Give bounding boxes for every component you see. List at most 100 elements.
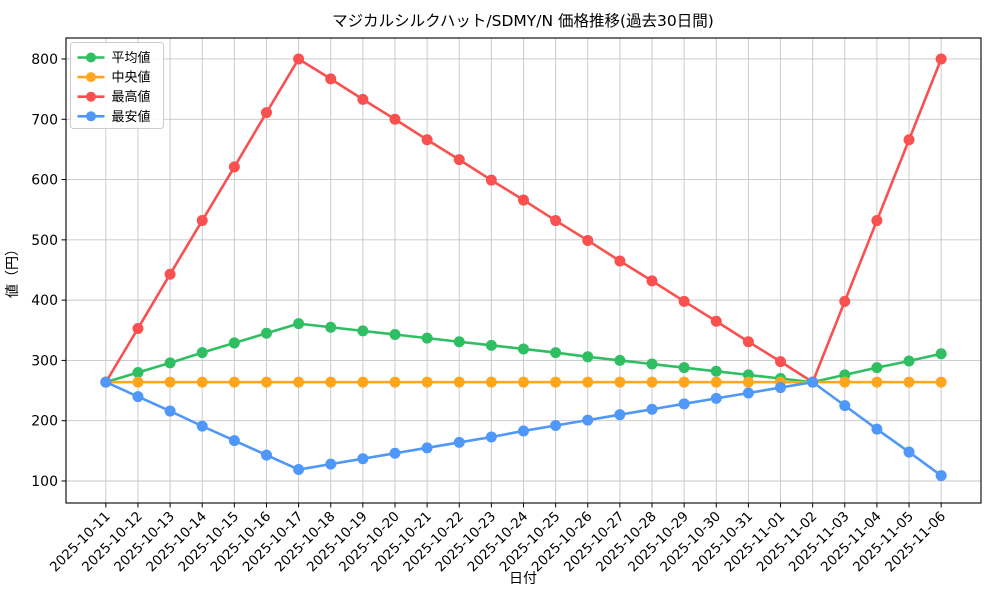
y-tick-label: 500 [31, 233, 58, 249]
data-point-lowest [807, 376, 819, 388]
data-point-lowest [293, 464, 305, 476]
data-point-highest [453, 154, 465, 166]
data-point-median [228, 376, 240, 388]
data-point-highest [421, 134, 433, 146]
data-point-median [196, 376, 208, 388]
data-point-highest [260, 107, 272, 119]
data-point-lowest [742, 387, 754, 399]
data-point-median [293, 376, 305, 388]
data-point-median [389, 376, 401, 388]
y-tick-label: 300 [31, 353, 58, 369]
data-point-highest [839, 295, 851, 307]
data-point-highest [485, 174, 497, 186]
data-point-highest [871, 215, 883, 227]
data-point-highest [132, 322, 144, 334]
data-point-highest [389, 113, 401, 125]
data-point-median [453, 376, 465, 388]
data-point-highest [742, 336, 754, 348]
legend-label-average: 平均値 [112, 50, 151, 66]
data-point-highest [293, 53, 305, 65]
data-point-average [196, 347, 208, 359]
data-point-highest [518, 194, 529, 206]
data-point-average [421, 332, 433, 344]
data-point-lowest [935, 470, 947, 482]
legend-label-median: 中央値 [112, 70, 151, 86]
data-point-lowest [260, 449, 272, 461]
data-point-average [260, 327, 272, 339]
y-tick-label: 100 [31, 474, 58, 490]
data-point-median [742, 376, 754, 388]
data-point-average [389, 328, 401, 340]
data-point-highest [646, 275, 658, 287]
data-point-highest [678, 295, 690, 307]
data-point-median [646, 376, 658, 388]
chart-title: マジカルシルクハット/SDMY/N 価格推移(過去30日間) [332, 12, 714, 30]
data-point-lowest [903, 446, 915, 458]
data-point-median [582, 376, 594, 388]
data-point-lowest [871, 423, 883, 435]
data-point-lowest [710, 392, 722, 404]
data-point-lowest [453, 436, 465, 448]
legend-label-highest: 最高値 [112, 89, 151, 105]
data-point-average [228, 337, 240, 349]
legend-box [70, 42, 164, 129]
data-point-lowest [646, 403, 658, 415]
data-point-median [485, 376, 497, 388]
data-point-average [646, 358, 658, 370]
data-point-lowest [132, 391, 144, 403]
data-point-median [903, 376, 915, 388]
data-point-highest [357, 93, 369, 105]
data-point-lowest [485, 431, 497, 443]
data-point-average [903, 355, 915, 367]
y-tick-label: 600 [31, 173, 58, 189]
chart-series [100, 53, 947, 482]
data-point-median [871, 376, 883, 388]
legend-marker-median [86, 72, 96, 83]
data-point-lowest [775, 382, 787, 394]
data-point-median [678, 376, 690, 388]
legend-marker-highest [86, 91, 96, 102]
data-point-highest [903, 134, 915, 146]
data-point-average [485, 339, 497, 351]
data-point-median [710, 376, 722, 388]
data-point-lowest [518, 425, 529, 437]
y-tick-label: 700 [31, 112, 58, 128]
data-point-average [582, 351, 594, 363]
data-point-highest [614, 255, 626, 267]
data-point-average [678, 362, 690, 374]
data-point-average [132, 366, 144, 378]
y-tick-label: 800 [31, 52, 58, 68]
x-axis-label: 日付 [509, 571, 537, 587]
data-point-average [871, 362, 883, 374]
data-point-lowest [582, 414, 594, 426]
data-point-lowest [678, 398, 690, 410]
data-point-lowest [550, 420, 562, 432]
data-point-median [935, 376, 947, 388]
data-point-average [453, 336, 465, 348]
data-point-highest [228, 161, 240, 173]
data-point-highest [935, 53, 947, 65]
data-point-median [839, 376, 851, 388]
data-point-median [421, 376, 433, 388]
data-point-median [164, 376, 176, 388]
data-point-median [132, 376, 144, 388]
y-tick-label: 200 [31, 414, 58, 430]
data-point-average [357, 325, 369, 337]
data-point-average [293, 318, 305, 330]
data-point-median [325, 376, 337, 388]
data-point-highest [164, 268, 176, 280]
data-point-median [614, 376, 626, 388]
y-axis-label: 値（円） [5, 242, 21, 298]
legend-label-lowest: 最安値 [112, 109, 151, 125]
data-point-lowest [614, 409, 626, 421]
data-point-lowest [421, 442, 433, 454]
data-point-highest [710, 315, 722, 327]
data-point-highest [325, 73, 337, 85]
data-point-median [260, 376, 272, 388]
data-point-lowest [228, 435, 240, 447]
data-point-average [550, 347, 562, 359]
data-point-average [935, 348, 947, 360]
